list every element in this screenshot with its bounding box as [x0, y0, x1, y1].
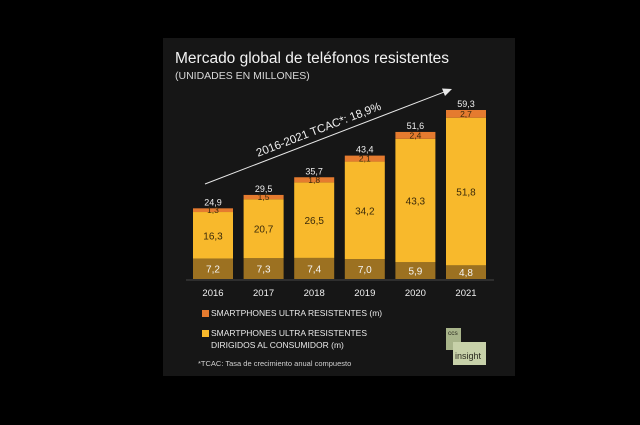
bar-segment: [446, 117, 486, 266]
bar-segment: [294, 182, 335, 258]
total-label: 51,6: [407, 121, 425, 131]
data-label: 7,0: [358, 265, 372, 276]
bar-segment: [395, 138, 436, 263]
data-label: 7,2: [206, 265, 220, 276]
bar-segment: [193, 258, 233, 279]
data-label: 7,4: [307, 264, 321, 275]
data-label: 51,8: [456, 188, 476, 199]
chart-subtitle: (UNIDADES EN MILLONES): [175, 70, 310, 82]
bar-segment: [344, 161, 385, 260]
bar-segment: [344, 155, 385, 162]
data-label: 1,3: [207, 205, 219, 215]
data-label: 16,3: [203, 231, 223, 242]
bar-segment: [243, 258, 284, 279]
data-label: 43,3: [406, 196, 426, 207]
bar-segment: [243, 194, 284, 200]
total-label: 24,9: [204, 197, 222, 207]
total-label: 29,5: [255, 184, 273, 194]
bar-segment: [193, 208, 233, 213]
x-tick-label: 2017: [253, 288, 274, 299]
bar-segment: [446, 109, 486, 118]
data-label: 2,7: [460, 109, 472, 119]
legend-label-consumer-line2: DIRIGIDOS AL CONSUMIDOR (m): [211, 340, 344, 350]
bar-segment: [294, 177, 335, 183]
data-label: 34,2: [355, 206, 375, 217]
data-label: 2,4: [409, 130, 421, 140]
bar-segment: [344, 259, 385, 279]
x-tick-label: 2018: [304, 288, 325, 299]
data-label: 20,7: [254, 225, 274, 236]
cagr-arrow-head: [442, 88, 452, 96]
x-tick-label: 2021: [455, 288, 476, 299]
data-label: 1,8: [308, 175, 320, 185]
data-label: 4,8: [459, 268, 473, 279]
data-label: 26,5: [304, 216, 324, 227]
total-label: 35,7: [305, 166, 323, 176]
cagr-arrow-line: [204, 90, 447, 185]
data-label: 5,9: [408, 267, 422, 278]
legend-label-consumer-line1: SMARTPHONES ULTRA RESISTENTES: [211, 328, 368, 338]
x-tick-label: 2016: [202, 288, 223, 299]
total-label: 59,3: [457, 99, 475, 109]
data-label: 1,5: [258, 192, 270, 202]
bar-segment: [395, 262, 436, 279]
ccs-insight-logo: ccs insight: [446, 328, 486, 365]
total-label: 43,4: [356, 145, 374, 155]
chart-title: Mercado global de teléfonos resistentes: [175, 50, 449, 67]
logo-top-text: ccs: [448, 330, 458, 337]
x-tick-label: 2020: [405, 288, 426, 299]
data-label: 2,1: [359, 154, 371, 164]
logo-main-text: insight: [455, 351, 482, 361]
x-tick-label: 2019: [354, 288, 375, 299]
bar-segment: [446, 265, 486, 279]
footnote: *TCAC: Tasa de crecimiento anual compues…: [198, 359, 352, 368]
bar-segment: [243, 199, 284, 259]
bar-segment: [395, 131, 436, 139]
logo-main-block: insight: [453, 342, 486, 365]
bar-segment: [294, 257, 335, 279]
legend-label-ultra: SMARTPHONES ULTRA RESISTENTES (m): [211, 308, 383, 318]
legend-swatch-ultra: [202, 310, 209, 317]
bar-segment: [193, 212, 233, 259]
data-label: 7,3: [257, 265, 271, 276]
legend-swatch-consumer: [202, 330, 209, 337]
